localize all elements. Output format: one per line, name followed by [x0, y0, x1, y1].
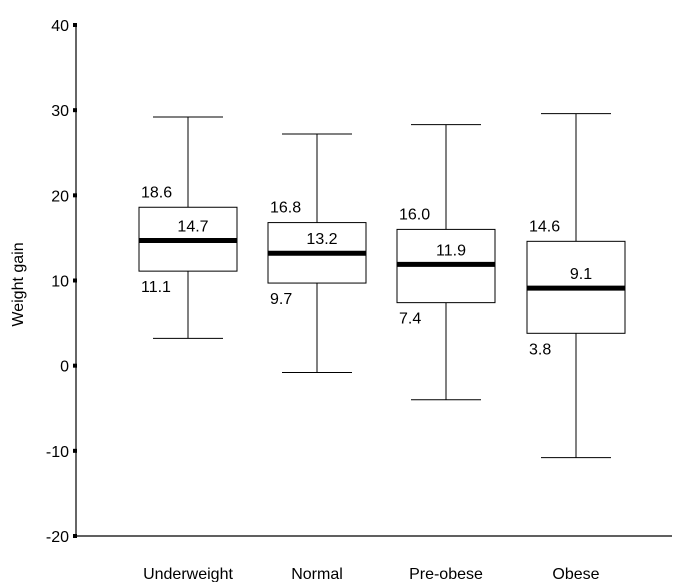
- category-label: Normal: [291, 566, 343, 582]
- median-label: 11.9: [436, 242, 466, 259]
- category-label: Underweight: [143, 566, 233, 582]
- y-tick-label: -10: [46, 444, 69, 461]
- median-label: 13.2: [306, 231, 337, 248]
- q3-label: 16.8: [270, 200, 301, 217]
- y-tick-mark: [73, 108, 77, 113]
- q1-label: 7.4: [399, 311, 421, 328]
- q1-label: 3.8: [529, 341, 551, 358]
- y-tick-label: 30: [51, 103, 69, 120]
- category-label: Pre-obese: [409, 566, 483, 582]
- y-tick-mark: [73, 534, 77, 538]
- y-tick-label: -20: [46, 529, 69, 546]
- y-tick-mark: [73, 363, 77, 368]
- y-tick-mark: [73, 448, 77, 453]
- y-tick-label: 10: [51, 274, 69, 291]
- y-tick-label: 20: [51, 188, 69, 205]
- y-tick-mark: [73, 193, 77, 198]
- q3-label: 14.6: [529, 218, 560, 235]
- y-axis-title: Weight gain: [10, 242, 27, 326]
- y-tick-label: 0: [60, 359, 69, 376]
- q3-label: 18.6: [141, 184, 172, 201]
- y-tick-mark: [73, 23, 77, 27]
- q1-label: 11.1: [141, 279, 171, 296]
- q3-label: 16.0: [399, 206, 430, 223]
- median-label: 9.1: [570, 266, 592, 283]
- y-tick-mark: [73, 278, 77, 283]
- y-tick-label: 40: [51, 18, 69, 35]
- category-label: Obese: [552, 566, 599, 582]
- median-label: 14.7: [177, 218, 208, 235]
- q1-label: 9.7: [270, 291, 292, 308]
